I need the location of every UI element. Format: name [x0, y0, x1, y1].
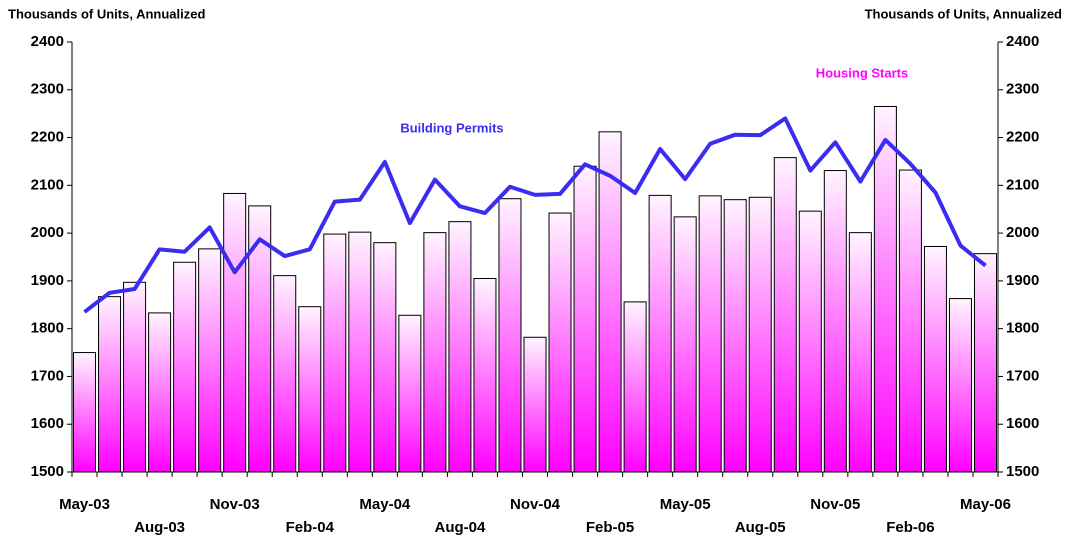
- bar: [223, 192, 247, 473]
- bar: [773, 157, 797, 473]
- bar: [673, 216, 697, 473]
- series-label: Housing Starts: [816, 65, 908, 80]
- bar: [123, 281, 147, 473]
- x-tick-label: Feb-05: [586, 519, 634, 536]
- bar: [448, 221, 472, 473]
- bar: [298, 306, 322, 473]
- x-tick-label: Aug-05: [735, 519, 786, 536]
- y-tick-label: 1500: [31, 463, 64, 480]
- bar: [973, 253, 997, 473]
- y2-tick-label: 2300: [1006, 81, 1039, 98]
- x-tick-label: Aug-03: [134, 519, 185, 536]
- bar: [698, 195, 722, 473]
- y-tick-label: 2400: [31, 33, 64, 50]
- y-tick-label: 2000: [31, 224, 64, 241]
- bar: [873, 106, 897, 473]
- bar: [723, 199, 747, 473]
- bar: [198, 248, 222, 473]
- bar: [898, 169, 922, 473]
- y-tick-label: 1600: [31, 415, 64, 432]
- y-tick-label: 1800: [31, 320, 64, 337]
- bar: [523, 336, 547, 473]
- y2-tick-label: 1600: [1006, 415, 1039, 432]
- bar: [623, 301, 647, 473]
- x-tick-label: Nov-04: [510, 496, 561, 513]
- bar: [548, 212, 572, 473]
- bar: [398, 314, 422, 473]
- x-tick-label: Aug-04: [434, 519, 485, 536]
- bar: [573, 165, 597, 473]
- bar: [473, 278, 497, 473]
- y2-axis-label: Thousands of Units, Annualized: [865, 6, 1062, 21]
- y-tick-label: 1900: [31, 272, 64, 289]
- bar: [323, 233, 347, 473]
- bar: [173, 261, 197, 473]
- x-tick-label: May-05: [660, 496, 711, 513]
- bar: [98, 296, 122, 473]
- y-tick-label: 2100: [31, 176, 64, 193]
- y-tick-label: 2200: [31, 129, 64, 146]
- y2-tick-label: 1500: [1006, 463, 1039, 480]
- bar: [798, 210, 822, 473]
- bar: [273, 275, 297, 473]
- bar: [848, 232, 872, 473]
- y2-tick-label: 2200: [1006, 129, 1039, 146]
- y-tick-label: 2300: [31, 81, 64, 98]
- x-tick-label: Feb-06: [886, 519, 934, 536]
- y2-tick-label: 1700: [1006, 367, 1039, 384]
- bar: [498, 198, 522, 473]
- x-tick-label: Feb-04: [286, 519, 335, 536]
- bar: [373, 242, 397, 473]
- x-tick-label: May-03: [59, 496, 110, 513]
- series-label: Building Permits: [400, 120, 503, 135]
- y-tick-label: 1700: [31, 367, 64, 384]
- y2-tick-label: 2400: [1006, 33, 1039, 50]
- y2-tick-label: 2000: [1006, 224, 1039, 241]
- x-tick-label: May-06: [960, 496, 1011, 513]
- bar: [948, 298, 972, 473]
- bar: [348, 231, 372, 473]
- bar: [823, 170, 847, 473]
- y2-tick-label: 1900: [1006, 272, 1039, 289]
- x-tick-label: Nov-05: [810, 496, 860, 513]
- bar: [423, 232, 447, 473]
- y2-tick-label: 2100: [1006, 176, 1039, 193]
- y2-tick-label: 1800: [1006, 320, 1039, 337]
- bar: [148, 312, 172, 473]
- y-axis-label: Thousands of Units, Annualized: [8, 6, 205, 21]
- x-tick-label: Nov-03: [210, 496, 260, 513]
- x-tick-label: May-04: [359, 496, 411, 513]
- bar: [648, 194, 672, 473]
- bar: [923, 245, 947, 473]
- bar: [748, 196, 772, 473]
- bar: [73, 352, 97, 473]
- line: [83, 116, 987, 314]
